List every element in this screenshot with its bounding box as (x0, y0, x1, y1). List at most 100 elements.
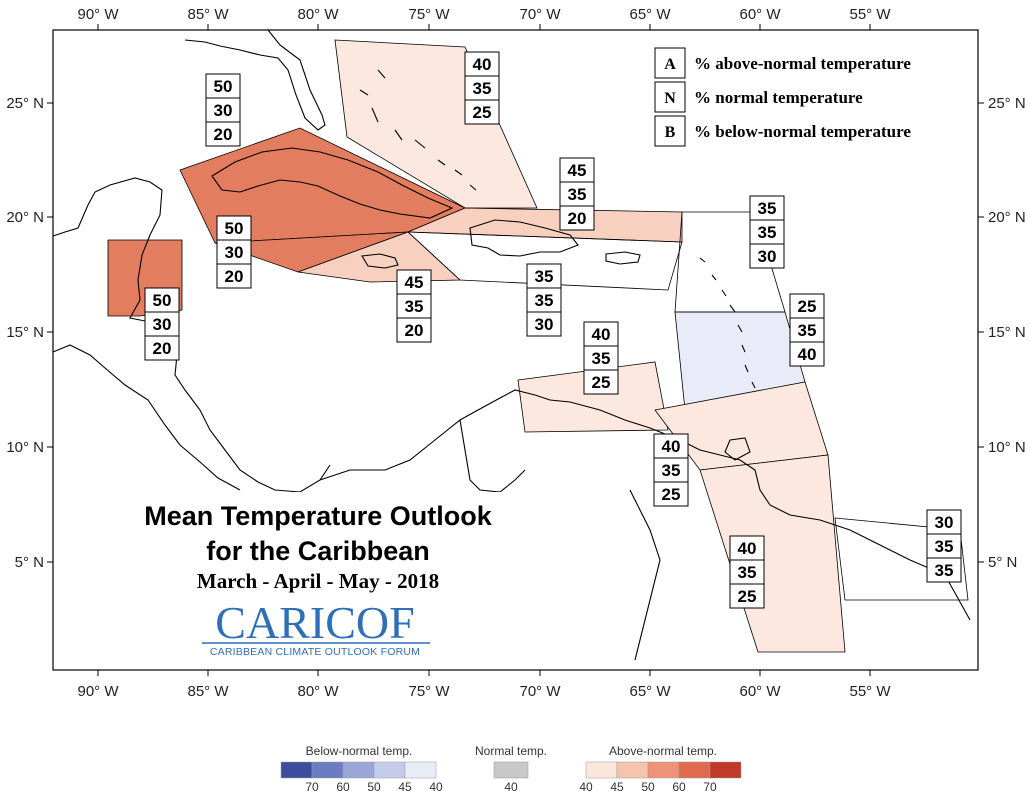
prob-value: 35 (738, 563, 757, 582)
prob-value: 50 (214, 77, 233, 96)
colorbar-swatch (585, 761, 618, 779)
coastlines (52, 29, 971, 661)
prob-box (216, 215, 252, 241)
prob-value: 35 (935, 561, 954, 580)
lat-label-right: 25° N (988, 95, 1026, 112)
prob-stack-french-guiana: 30 35 35 (926, 509, 962, 583)
prob-value: 25 (662, 485, 681, 504)
colorbar-tick: 40 (429, 780, 443, 791)
prob-box (789, 341, 825, 367)
colorbar-swatch (647, 761, 680, 779)
lat-label-left: 20° N (6, 209, 44, 226)
lon-label-top: 85° W (187, 6, 229, 23)
prob-box (583, 369, 619, 395)
prob-box (653, 481, 689, 507)
hispaniola-coast (469, 219, 579, 257)
lon-label-top: 75° W (408, 6, 450, 23)
prob-stack-belize: 50 30 20 (144, 287, 180, 361)
prob-stack-jamaica: 45 35 20 (396, 269, 432, 343)
prob-stack-turks-caicos: 45 35 20 (559, 157, 595, 231)
prob-stack-guyana: 40 35 25 (729, 535, 765, 609)
prob-value: 35 (473, 79, 492, 98)
logo-subtext: CARIBBEAN CLIMATE OUTLOOK FORUM (210, 646, 420, 658)
prob-value: 30 (535, 315, 554, 334)
lon-label-top: 65° W (629, 6, 671, 23)
probability-boxes: 4035255030205030205030204535204535203535… (144, 51, 962, 609)
prob-box (926, 533, 962, 559)
colorbar-swatch (616, 761, 649, 779)
colombia-west (459, 419, 526, 493)
prob-value: 45 (568, 161, 587, 180)
lon-labels-top: 90° W 85° W 80° W 75° W 70° W 65° W 60° W 55° W (77, 6, 891, 23)
lon-label-bottom: 70° W (519, 683, 561, 700)
colorbar-legend: Below-normal temp. Normal temp. Above-no… (280, 744, 742, 791)
colorbar-swatch (311, 761, 344, 779)
lat-labels-left: 25° N 20° N 15° N 10° N 5° N (6, 95, 44, 571)
prob-box (729, 583, 765, 609)
prob-stack-abc-islands: 40 35 25 (583, 321, 619, 395)
caricof-logo: CARICOF CARIBBEAN CLIMATE OUTLOOK FORUM (202, 597, 430, 658)
prob-value: 20 (214, 125, 233, 144)
prob-value: 40 (798, 345, 817, 364)
prob-value: 35 (758, 199, 777, 218)
lon-labels-bottom: 90° W 85° W 80° W 75° W 70° W 65° W 60° W 55° W (77, 683, 891, 700)
lat-label-left: 25° N (6, 95, 44, 112)
lon-label-top: 90° W (77, 6, 119, 23)
venezuela-inland (629, 489, 661, 661)
prob-value: 35 (758, 223, 777, 242)
key-box-b (654, 115, 686, 147)
axis-ticks (47, 24, 984, 676)
key-letter-b: B (665, 124, 676, 141)
prob-value: 30 (935, 513, 954, 532)
prob-value: 35 (535, 267, 554, 286)
colorbar-swatch (404, 761, 437, 779)
prob-box (526, 287, 562, 313)
prob-box (729, 535, 765, 561)
lon-label-top: 60° W (739, 6, 781, 23)
prob-stack-trinidad: 40 35 25 (653, 433, 689, 507)
prob-value: 20 (153, 339, 172, 358)
prob-stack-bahamas: 40 35 25 (464, 51, 500, 125)
title-backdrop (110, 492, 530, 660)
colorbar-tick: 70 (305, 780, 319, 791)
title-line-1: Mean Temperature Outlook (144, 501, 493, 531)
jamaica-coast (361, 253, 399, 269)
key-letter-a: A (664, 56, 676, 73)
lon-label-bottom: 65° W (629, 683, 671, 700)
prob-box (749, 219, 785, 245)
key-text-a: % above-normal temperature (694, 54, 911, 73)
colorbar-normal: 40 (493, 761, 529, 791)
prob-stack-cuba-west: 50 30 20 (205, 73, 241, 147)
lat-label-left: 15° N (6, 324, 44, 341)
prob-value: 20 (568, 209, 587, 228)
lat-label-left: 10° N (6, 439, 44, 456)
puerto-rico-coast (605, 251, 641, 265)
prob-box (396, 317, 432, 343)
lat-label-right: 15° N (988, 324, 1026, 341)
prob-box (789, 293, 825, 319)
prob-value: 30 (225, 243, 244, 262)
lat-label-right: 10° N (988, 439, 1026, 456)
region-french-guiana-outline (834, 517, 969, 601)
cuba-coast (211, 147, 454, 219)
prob-value: 45 (405, 273, 424, 292)
colorbar-swatch (493, 761, 529, 779)
lon-label-top: 80° W (297, 6, 339, 23)
title-line-2: for the Caribbean (206, 536, 430, 566)
region-northern-islands-outline (674, 211, 786, 313)
colorbar-normal-label: Normal temp. (475, 744, 547, 758)
lat-label-right: 20° N (988, 209, 1026, 226)
prob-box (464, 51, 500, 77)
prob-value: 35 (405, 297, 424, 316)
prob-stack-northern-islands: 35 35 30 (749, 195, 785, 269)
central-america-coast (52, 177, 331, 493)
prob-stack-windward-islands: 25 35 40 (789, 293, 825, 367)
prob-value: 20 (405, 321, 424, 340)
lon-label-bottom: 80° W (297, 683, 339, 700)
prob-value: 35 (592, 349, 611, 368)
florida-coast (184, 29, 326, 131)
forecast-regions (107, 39, 969, 653)
probability-key: A N B % above-normal temperature % norma… (654, 47, 911, 147)
prob-value: 25 (592, 373, 611, 392)
